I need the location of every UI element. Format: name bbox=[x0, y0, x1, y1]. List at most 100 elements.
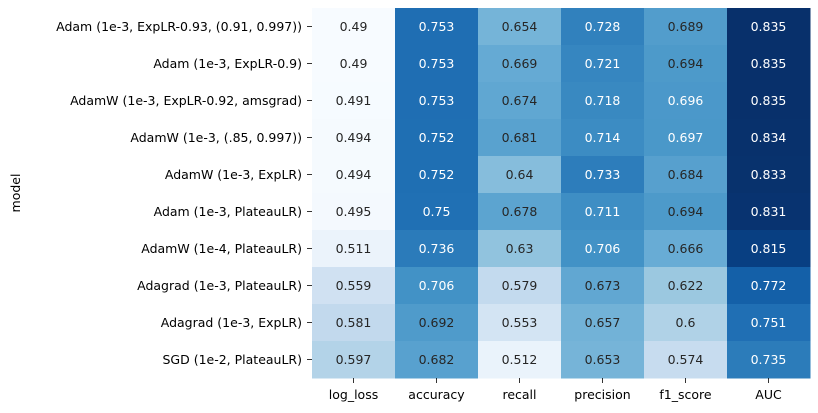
heatmap-cell bbox=[312, 45, 396, 83]
cell-value-label: 0.835 bbox=[751, 93, 787, 108]
cell-value-label: 0.697 bbox=[668, 130, 704, 145]
cell-value-label: 0.511 bbox=[336, 241, 372, 256]
heatmap-cell bbox=[561, 193, 645, 231]
heatmap-cell bbox=[395, 119, 479, 157]
cell-value-label: 0.753 bbox=[419, 93, 455, 108]
heatmap-cell bbox=[644, 8, 728, 46]
row-tick-label: AdamW (1e-3, (.85, 0.997)) bbox=[130, 130, 302, 145]
heatmap-cell bbox=[395, 341, 479, 379]
cell-value-label: 0.714 bbox=[585, 130, 621, 145]
heatmap-cell bbox=[561, 8, 645, 46]
cell-value-label: 0.831 bbox=[751, 204, 787, 219]
column-tick-label: f1_score bbox=[659, 387, 712, 402]
cell-value-label: 0.681 bbox=[502, 130, 538, 145]
heatmap-cell bbox=[644, 45, 728, 83]
heatmap-cell bbox=[395, 45, 479, 83]
heatmap-cell bbox=[561, 119, 645, 157]
cell-value-label: 0.711 bbox=[585, 204, 621, 219]
heatmap-cell bbox=[395, 8, 479, 46]
heatmap-cell bbox=[561, 267, 645, 305]
cell-value-label: 0.63 bbox=[506, 241, 534, 256]
heatmap-cell bbox=[478, 156, 562, 194]
cell-value-label: 0.689 bbox=[668, 19, 704, 34]
cell-value-label: 0.718 bbox=[585, 93, 621, 108]
row-tick-label: Adam (1e-3, ExpLR-0.93, (0.91, 0.997)) bbox=[56, 19, 302, 34]
cell-value-label: 0.666 bbox=[668, 241, 704, 256]
heatmap-cell bbox=[561, 230, 645, 268]
heatmap-cell bbox=[644, 82, 728, 120]
cell-value-label: 0.733 bbox=[585, 167, 621, 182]
heatmap-cell bbox=[644, 267, 728, 305]
cell-value-label: 0.75 bbox=[423, 204, 451, 219]
heatmap-cell bbox=[644, 341, 728, 379]
column-labels: log_loss accuracy recall precision f1_score A… bbox=[329, 378, 782, 402]
cell-value-label: 0.579 bbox=[502, 278, 538, 293]
heatmap-cell bbox=[312, 304, 396, 342]
heatmap-cell bbox=[395, 82, 479, 120]
heatmap-cell bbox=[312, 193, 396, 231]
row-tick-label: AdamW (1e-4, PlateauLR) bbox=[141, 241, 302, 256]
heatmap-cell bbox=[727, 267, 811, 305]
row-tick-label: Adam (1e-3, ExpLR-0.9) bbox=[153, 56, 302, 71]
row-tick-label: Adam (1e-3, PlateauLR) bbox=[154, 204, 302, 219]
heatmap-cell bbox=[727, 45, 811, 83]
cell-value-label: 0.678 bbox=[502, 204, 538, 219]
heatmap-cell bbox=[312, 230, 396, 268]
cell-value-label: 0.706 bbox=[419, 278, 455, 293]
heatmap-cell bbox=[478, 82, 562, 120]
cell-value-label: 0.815 bbox=[751, 241, 787, 256]
cell-value-label: 0.653 bbox=[585, 352, 621, 367]
heatmap-cell bbox=[312, 341, 396, 379]
cell-value-label: 0.728 bbox=[585, 19, 621, 34]
cell-value-label: 0.654 bbox=[502, 19, 538, 34]
column-tick-label: recall bbox=[502, 387, 536, 402]
heatmap-cell bbox=[312, 156, 396, 194]
cell-value-label: 0.669 bbox=[502, 56, 538, 71]
cell-value-label: 0.694 bbox=[668, 204, 704, 219]
cell-value-label: 0.657 bbox=[585, 315, 621, 330]
cell-value-label: 0.835 bbox=[751, 19, 787, 34]
cell-value-label: 0.64 bbox=[506, 167, 534, 182]
heatmap-cell bbox=[312, 82, 396, 120]
cell-value-label: 0.494 bbox=[336, 130, 372, 145]
cell-value-label: 0.753 bbox=[419, 19, 455, 34]
cell-value-label: 0.752 bbox=[419, 130, 455, 145]
heatmap-cell bbox=[644, 119, 728, 157]
cell-value-label: 0.49 bbox=[340, 56, 368, 71]
cell-value-label: 0.684 bbox=[668, 167, 704, 182]
cell-value-label: 0.706 bbox=[585, 241, 621, 256]
cell-value-label: 0.833 bbox=[751, 167, 787, 182]
heatmap-cell bbox=[727, 230, 811, 268]
heatmap-cell bbox=[561, 156, 645, 194]
heatmap-cell bbox=[312, 119, 396, 157]
heatmap-cell bbox=[395, 230, 479, 268]
cell-value-label: 0.692 bbox=[419, 315, 455, 330]
column-tick-label: log_loss bbox=[329, 387, 378, 402]
cell-value-label: 0.673 bbox=[585, 278, 621, 293]
heatmap-cell bbox=[727, 119, 811, 157]
cell-value-label: 0.751 bbox=[751, 315, 787, 330]
cell-value-label: 0.581 bbox=[336, 315, 372, 330]
heatmap-cell bbox=[561, 341, 645, 379]
column-tick-label: precision bbox=[574, 387, 630, 402]
cell-value-label: 0.553 bbox=[502, 315, 538, 330]
heatmap-cell bbox=[478, 304, 562, 342]
cell-value-label: 0.6 bbox=[676, 315, 696, 330]
cell-value-label: 0.682 bbox=[419, 352, 455, 367]
cell-value-label: 0.736 bbox=[419, 241, 455, 256]
cell-value-label: 0.512 bbox=[502, 352, 538, 367]
heatmap-cell bbox=[644, 193, 728, 231]
heatmap-cells: 0.49 0.753 0.654 0.728 0.689 0.835 0.49 0.753 0.… bbox=[312, 8, 811, 379]
heatmap-cell bbox=[478, 230, 562, 268]
heatmap-cell bbox=[478, 45, 562, 83]
heatmap-cell bbox=[644, 156, 728, 194]
row-labels: Adam (1e-3, ExpLR-0.93, (0.91, 0.997)) Ad… bbox=[56, 19, 312, 367]
cell-value-label: 0.753 bbox=[419, 56, 455, 71]
heatmap-cell bbox=[312, 8, 396, 46]
heatmap-cell bbox=[395, 193, 479, 231]
column-tick-label: accuracy bbox=[408, 387, 465, 402]
heatmap-cell bbox=[312, 267, 396, 305]
cell-value-label: 0.495 bbox=[336, 204, 372, 219]
cell-value-label: 0.49 bbox=[340, 19, 368, 34]
cell-value-label: 0.772 bbox=[751, 278, 787, 293]
